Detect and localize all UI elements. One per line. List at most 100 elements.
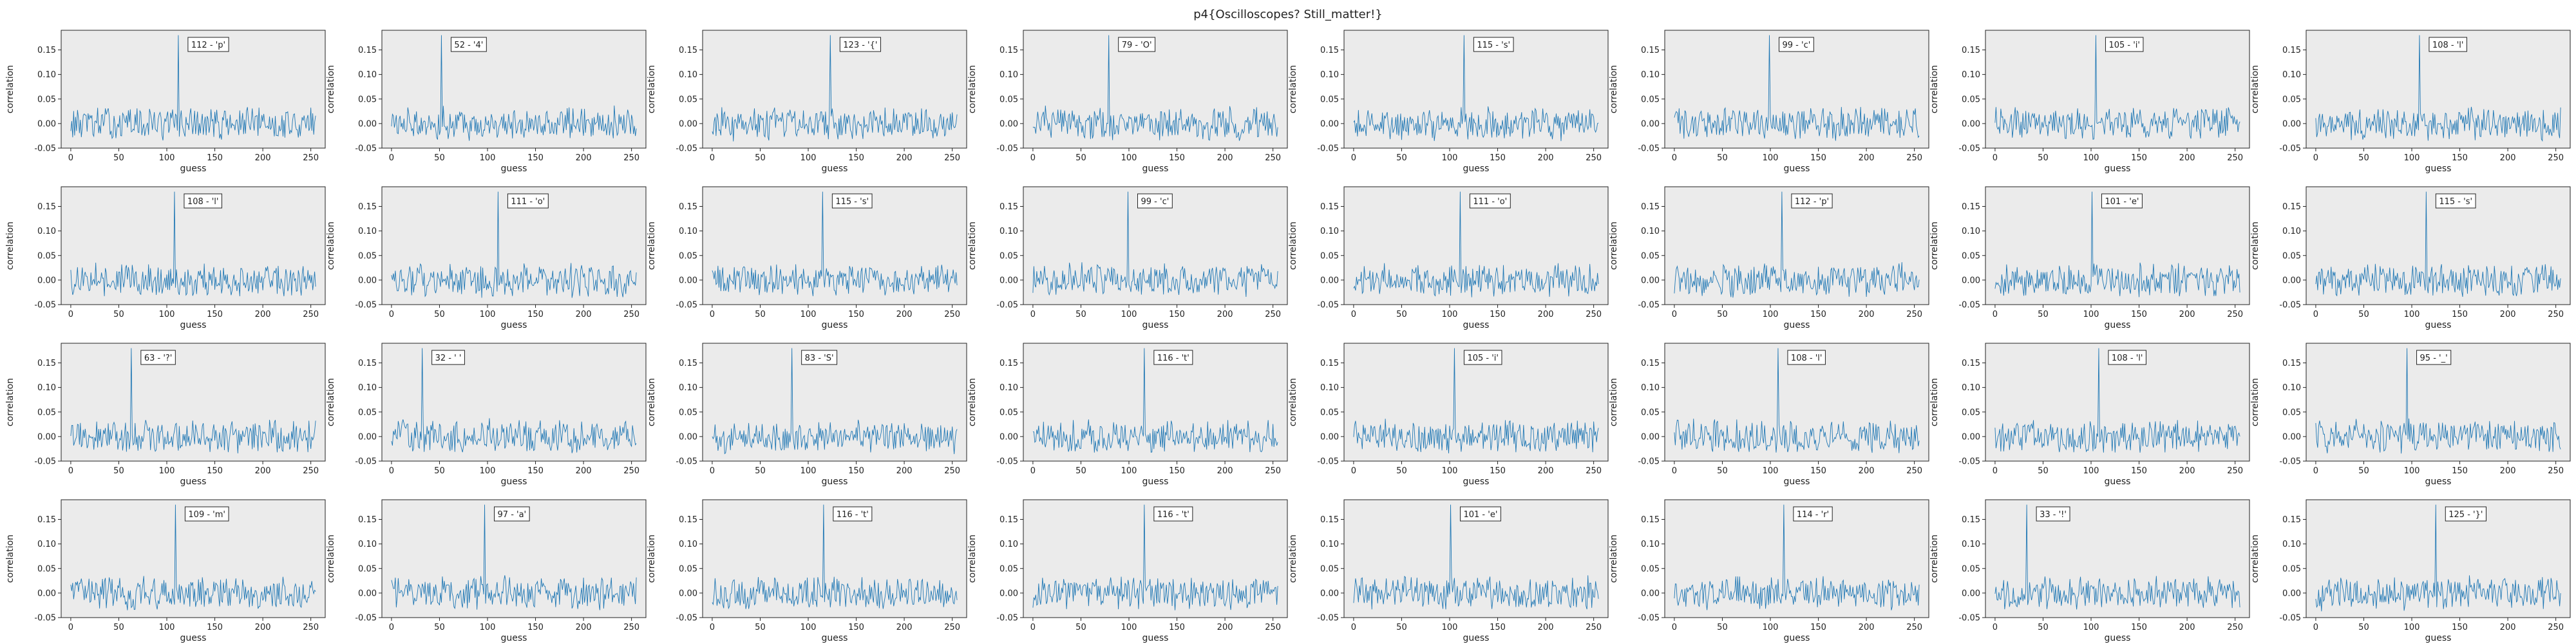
y-tick-label: 0.00 (1962, 589, 1980, 598)
y-tick-label: 0.05 (2282, 95, 2301, 104)
x-tick-label: 50 (1717, 310, 1728, 319)
y-tick-label: 0.15 (37, 515, 56, 525)
peak-annotation-box (494, 506, 530, 522)
x-tick-label: 0 (710, 310, 715, 319)
y-tick-label: 0.10 (1962, 383, 1980, 393)
x-axis-label: guess (2105, 320, 2131, 330)
x-tick-label: 200 (2179, 310, 2195, 319)
y-tick-label: 0.10 (2282, 227, 2301, 236)
x-tick-label: 250 (623, 310, 639, 319)
y-tick-label: -0.05 (34, 144, 56, 154)
x-tick-label: 0 (68, 310, 73, 319)
y-tick-label: 0.00 (2282, 276, 2301, 285)
subplot-19: 0 50 100 150 200 250 -0.05 0.00 0.05 0.10 0.15 gues… (647, 343, 967, 487)
y-tick-label: 0.15 (999, 202, 1018, 212)
x-tick-label: 0 (1993, 153, 1998, 163)
y-tick-label: -0.05 (34, 614, 56, 623)
x-tick-label: 250 (303, 153, 319, 163)
y-tick-label: -0.05 (1317, 301, 1339, 310)
peak-annotation: 112 - 'p' (1795, 197, 1829, 207)
y-axis-label: correlation (1609, 535, 1619, 583)
y-tick-label: -0.05 (676, 144, 697, 154)
y-tick-label: 0.15 (37, 359, 56, 368)
subplot-10: 0 50 100 150 200 250 -0.05 0.00 0.05 0.10 0.15 gues… (326, 186, 647, 330)
subplot-24: 0 50 100 150 200 250 -0.05 0.00 0.05 0.10 0.15 gues… (2250, 343, 2571, 487)
x-tick-label: 50 (434, 310, 445, 319)
x-tick-label: 250 (2548, 310, 2564, 319)
x-tick-label: 200 (255, 310, 271, 319)
x-tick-label: 0 (2313, 310, 2318, 319)
y-tick-label: 0.10 (679, 383, 697, 393)
x-tick-label: 50 (2038, 623, 2049, 632)
x-tick-label: 250 (1265, 623, 1281, 632)
y-tick-label: -0.05 (1958, 614, 1980, 623)
y-tick-label: 0.05 (358, 95, 377, 104)
x-tick-label: 250 (1265, 153, 1281, 163)
x-tick-label: 100 (1442, 310, 1458, 319)
y-axis-label: correlation (1288, 378, 1298, 426)
y-tick-label: 0.05 (2282, 408, 2301, 417)
x-tick-label: 200 (2500, 466, 2516, 476)
x-tick-label: 50 (1075, 153, 1086, 163)
y-tick-label: 0.05 (1320, 408, 1339, 417)
peak-annotation-box (833, 506, 873, 522)
y-tick-label: 0.00 (999, 119, 1018, 129)
subplot-28: 0 50 100 150 200 250 -0.05 0.00 0.05 0.10 0.15 gues… (967, 499, 1288, 643)
axes-frame (1023, 30, 1288, 149)
peak-annotation-box (1473, 37, 1514, 52)
x-tick-label: 100 (2083, 466, 2099, 476)
correlation-line (391, 191, 637, 298)
y-tick-label: 0.00 (999, 589, 1018, 598)
correlation-line (1674, 348, 1920, 453)
y-tick-label: -0.05 (1638, 301, 1660, 310)
y-tick-label: 0.00 (1641, 276, 1660, 285)
x-tick-label: 0 (389, 153, 394, 163)
y-tick-label: 0.10 (999, 70, 1018, 80)
x-axis-label: guess (822, 164, 848, 174)
correlation-line (70, 504, 316, 611)
x-tick-label: 0 (389, 310, 394, 319)
y-tick-label: 0.10 (1320, 383, 1339, 393)
x-tick-label: 200 (896, 623, 913, 632)
x-tick-label: 0 (1351, 466, 1356, 476)
x-tick-label: 100 (1121, 466, 1137, 476)
peak-annotation-box (2101, 193, 2143, 209)
subplot-3: 0 50 100 150 200 250 -0.05 0.00 0.05 0.10 0.15 gues… (647, 30, 967, 174)
x-tick-label: 0 (1030, 310, 1036, 319)
x-axis-label: guess (1142, 164, 1169, 174)
x-tick-label: 100 (2404, 466, 2420, 476)
x-tick-label: 50 (434, 623, 445, 632)
x-axis-label: guess (822, 633, 848, 643)
x-tick-label: 50 (2038, 466, 2049, 476)
x-axis-label: guess (180, 633, 207, 643)
peak-annotation: 83 - 'S' (805, 354, 834, 363)
x-tick-label: 0 (710, 466, 715, 476)
x-tick-label: 100 (2404, 623, 2420, 632)
peak-annotation: 108 - 'l' (187, 197, 219, 207)
x-tick-label: 100 (480, 623, 496, 632)
correlation-line (1674, 191, 1920, 298)
axes-frame (1023, 499, 1288, 618)
x-axis-label: guess (2425, 320, 2452, 330)
subplot-5: 0 50 100 150 200 250 -0.05 0.00 0.05 0.10 0.15 gues… (1288, 30, 1609, 174)
correlation-line (1994, 504, 2240, 610)
x-axis-label: guess (2105, 477, 2131, 487)
subplot-8: 0 50 100 150 200 250 -0.05 0.00 0.05 0.10 0.15 gues… (2250, 30, 2571, 174)
x-tick-label: 0 (1993, 466, 1998, 476)
peak-annotation: 63 - '?' (144, 354, 173, 363)
axes-frame (61, 343, 326, 462)
x-tick-label: 100 (1121, 623, 1137, 632)
axes-frame (381, 343, 647, 462)
subplot-30: 0 50 100 150 200 250 -0.05 0.00 0.05 0.10 0.15 gues… (1609, 499, 1929, 643)
y-axis-label: correlation (5, 378, 15, 426)
y-tick-label: 0.10 (1962, 540, 1980, 549)
axes-frame (702, 186, 967, 305)
x-axis-label: guess (822, 477, 848, 487)
x-tick-label: 200 (2179, 153, 2195, 163)
y-tick-label: 0.05 (2282, 251, 2301, 261)
x-tick-label: 200 (255, 623, 271, 632)
peak-annotation-box (184, 506, 229, 522)
y-tick-label: 0.05 (679, 95, 697, 104)
x-axis-label: guess (1463, 320, 1490, 330)
axes-frame (61, 30, 326, 149)
